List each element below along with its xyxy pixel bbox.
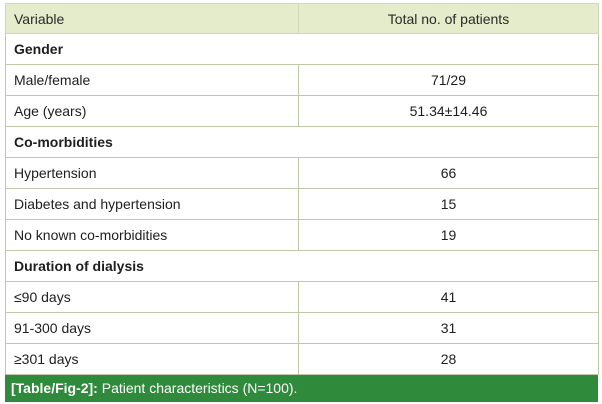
patient-characteristics-table: Variable Total no. of patients Gender Ma… [5,3,599,375]
row-value: 41 [298,281,599,313]
row-label: Diabetes and hypertension [5,188,299,220]
row-value: 66 [298,157,599,189]
section-title: Co-morbidities [5,126,599,158]
section-title: Gender [5,33,599,65]
table-caption: [Table/Fig-2]: Patient characteristics (… [5,375,598,402]
header-total-patients: Total no. of patients [298,3,599,34]
row-label: ≥301 days [5,343,299,375]
row-label: Age (years) [5,95,299,127]
table-row: Hypertension 66 [5,157,599,189]
row-value: 28 [298,343,599,375]
table-row: Diabetes and hypertension 15 [5,188,599,220]
row-value: 71/29 [298,64,599,96]
section-title: Duration of dialysis [5,250,599,282]
row-label: ≤90 days [5,281,299,313]
caption-reference: [Table/Fig-2]: [11,380,98,396]
table-row: 91-300 days 31 [5,312,599,344]
table-row: Male/female 71/29 [5,64,599,96]
row-label: No known co-morbidities [5,219,299,251]
row-label: Male/female [5,64,299,96]
table-header-row: Variable Total no. of patients [5,3,599,34]
table-row: ≥301 days 28 [5,343,599,375]
row-value: 31 [298,312,599,344]
table-row: No known co-morbidities 19 [5,219,599,251]
row-label: Hypertension [5,157,299,189]
table-row: Age (years) 51.34±14.46 [5,95,599,127]
row-label: 91-300 days [5,312,299,344]
header-variable: Variable [5,3,299,34]
patient-characteristics-table-figure: Variable Total no. of patients Gender Ma… [5,3,599,402]
section-row-gender: Gender [5,33,599,65]
table-row: ≤90 days 41 [5,281,599,313]
section-row-duration-of-dialysis: Duration of dialysis [5,250,599,282]
row-value: 51.34±14.46 [298,95,599,127]
caption-text: Patient characteristics (N=100). [101,380,298,396]
row-value: 15 [298,188,599,220]
section-row-co-morbidities: Co-morbidities [5,126,599,158]
row-value: 19 [298,219,599,251]
